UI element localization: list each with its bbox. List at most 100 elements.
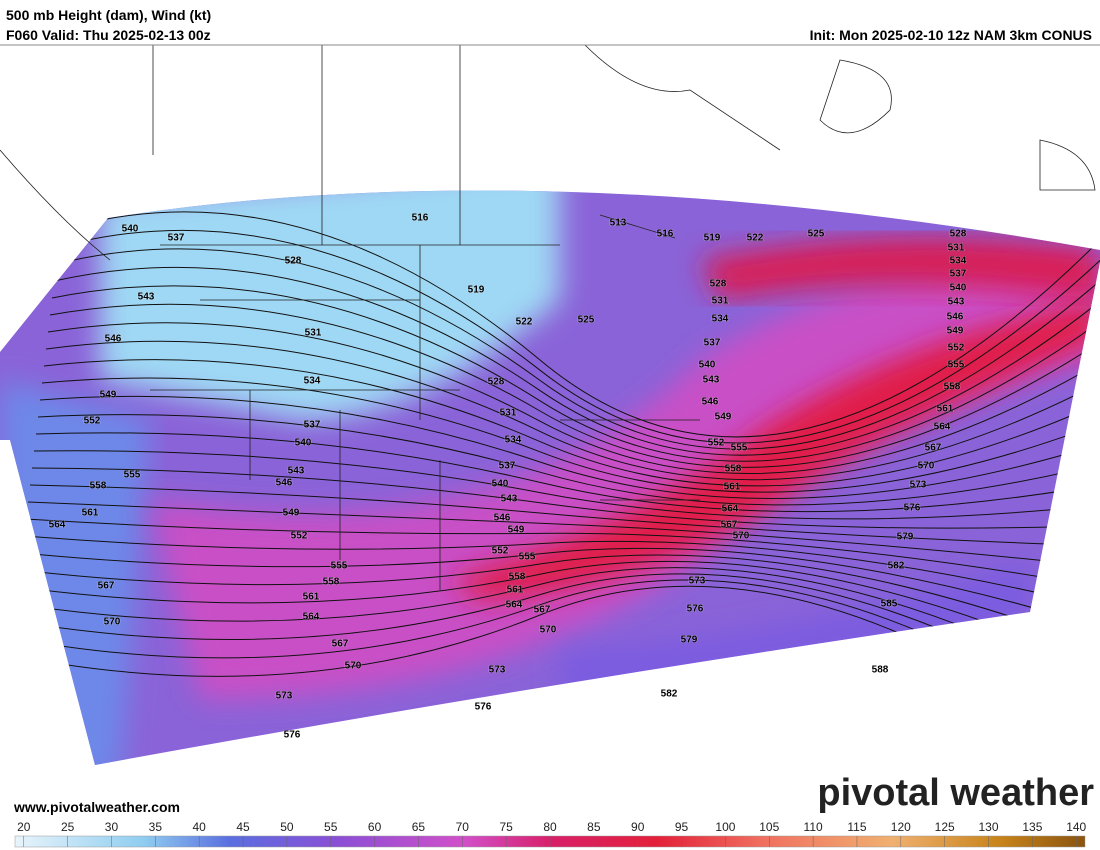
- contour-label: 549: [283, 508, 300, 519]
- contour-label: 582: [888, 561, 905, 572]
- contour-label: 519: [704, 233, 721, 244]
- contour-label: 525: [808, 229, 825, 240]
- contour-label: 516: [412, 213, 429, 224]
- contour-label: 516: [657, 229, 674, 240]
- height-contour: [45, 340, 1100, 481]
- contour-label: 564: [722, 504, 739, 515]
- height-contour: [53, 266, 1100, 456]
- contour-label: 528: [285, 256, 302, 267]
- contour-label: 537: [704, 338, 721, 349]
- contour-label: 540: [950, 283, 967, 294]
- height-contour: [33, 450, 1100, 520]
- title: 500 mb Height (dam), Wind (kt): [6, 7, 211, 23]
- contour-label: 534: [712, 314, 729, 325]
- colorbar-tick-label: 95: [675, 820, 689, 834]
- contour-label: 570: [345, 661, 362, 672]
- contour-label: 522: [516, 317, 533, 328]
- height-contour: [27, 501, 1100, 567]
- contour-label: 573: [910, 480, 927, 491]
- shaded-field: [0, 190, 1100, 765]
- height-contour: [15, 567, 1100, 690]
- contour-label: 528: [950, 229, 967, 240]
- height-contour: [25, 518, 1100, 588]
- contour-label: 558: [725, 464, 742, 475]
- contour-label: 549: [100, 390, 117, 401]
- contour-label: 570: [733, 531, 750, 542]
- contour-label: 552: [84, 416, 101, 427]
- contour-label: 537: [950, 269, 967, 280]
- height-contour: [59, 211, 1100, 438]
- valid-time: F060 Valid: Thu 2025-02-13 00z: [6, 27, 211, 43]
- contour-label: 552: [708, 438, 725, 449]
- contour-label: 546: [702, 397, 719, 408]
- contour-label: 579: [897, 532, 914, 543]
- contour-label: 522: [747, 233, 764, 244]
- contour-label: 540: [122, 224, 139, 235]
- contour-label: 531: [305, 328, 322, 339]
- contour-label: 558: [509, 572, 526, 583]
- contour-label: 576: [475, 702, 492, 713]
- contour-label: 576: [904, 503, 921, 514]
- contour-label: 531: [500, 408, 517, 419]
- contour-label: 552: [492, 546, 509, 557]
- colorbar-tick-label: 35: [149, 820, 163, 834]
- contour-label: 519: [468, 285, 485, 296]
- contour-label: 543: [948, 297, 965, 308]
- colorbar-tick-label: 85: [587, 820, 601, 834]
- contour-label: 561: [937, 404, 954, 415]
- contour-label: 555: [948, 360, 965, 371]
- contour-label: 564: [49, 520, 66, 531]
- colorbar-tick-label: 135: [1022, 820, 1042, 834]
- height-contour: [31, 467, 1100, 529]
- height-contour: [23, 535, 1100, 608]
- contour-label: 546: [494, 513, 511, 524]
- height-contour: [35, 432, 1100, 513]
- colorbar-tick-label: 130: [979, 820, 999, 834]
- height-contour: [55, 248, 1100, 450]
- contour-label: 555: [519, 552, 536, 563]
- height-contour: [21, 547, 1100, 629]
- colorbar-tick-label: 25: [61, 820, 75, 834]
- height-contour: [57, 229, 1100, 444]
- colorbar-tick-label: 60: [368, 820, 382, 834]
- height-contour: [41, 377, 1100, 493]
- colorbar-tick-label: 20: [17, 820, 31, 834]
- height-contour: [37, 414, 1100, 506]
- contour-label: 570: [104, 617, 121, 628]
- contour-label: 543: [501, 494, 518, 505]
- contour-label: 546: [947, 312, 964, 323]
- contour-label: 531: [948, 243, 965, 254]
- colorbar-tick-label: 90: [631, 820, 645, 834]
- contour-label: 546: [276, 478, 293, 489]
- contour-label: 573: [489, 665, 506, 676]
- contour-label: 579: [681, 635, 698, 646]
- contour-label: 585: [881, 599, 898, 610]
- contour-label: 549: [508, 525, 525, 536]
- colorbar-tick-label: 70: [456, 820, 470, 834]
- contour-label: 540: [699, 360, 716, 371]
- height-contour: [11, 579, 1100, 731]
- contour-label: 525: [578, 315, 595, 326]
- height-contour: [29, 484, 1100, 547]
- contour-label: 564: [934, 422, 951, 433]
- contour-label: 561: [82, 508, 99, 519]
- contour-label: 558: [90, 481, 107, 492]
- contour-label: 537: [304, 420, 321, 431]
- contour-label: 582: [661, 689, 678, 700]
- colorbar-tick-label: 40: [193, 820, 207, 834]
- contour-label: 549: [947, 326, 964, 337]
- colorbar-tick-label: 50: [280, 820, 294, 834]
- height-contour: [43, 359, 1100, 487]
- contour-label: 564: [506, 600, 523, 611]
- contour-label: 567: [721, 520, 738, 531]
- contour-label: 552: [291, 531, 308, 542]
- contour-label: 546: [105, 334, 122, 345]
- colorbar-tick-label: 125: [935, 820, 955, 834]
- contour-label: 531: [712, 296, 729, 307]
- contour-label: 540: [295, 438, 312, 449]
- contour-label: 543: [288, 466, 305, 477]
- colorbar-tick-label: 65: [412, 820, 426, 834]
- contour-label: 570: [540, 625, 557, 636]
- contour-label: 567: [98, 581, 115, 592]
